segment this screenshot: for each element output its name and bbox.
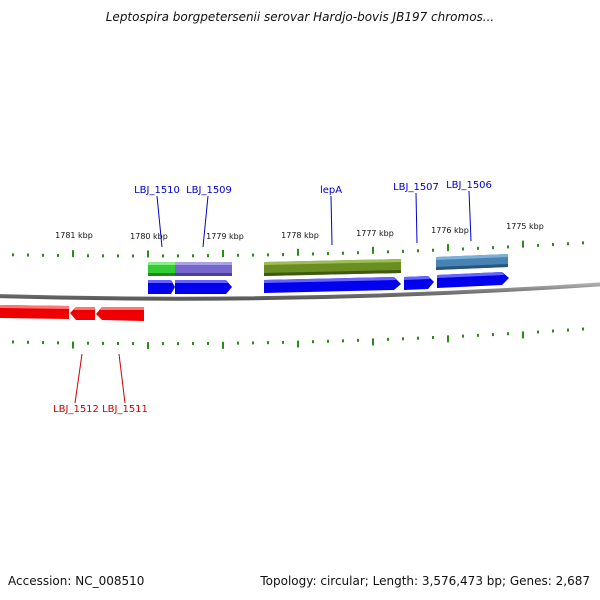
gene-label-lbj1512[interactable]: LBJ_1512 <box>53 404 99 415</box>
gene-arrow-lbj1511[interactable] <box>96 307 144 321</box>
leader-line <box>468 190 472 242</box>
gene-arrow-lbj1512[interactable] <box>70 307 95 320</box>
gene-arrow-lbj1509[interactable] <box>175 280 232 294</box>
gene-label-lbj1509[interactable]: LBJ_1509 <box>186 185 232 196</box>
scale-ticks-top <box>12 240 584 258</box>
gene-label-lbj1511[interactable]: LBJ_1511 <box>102 404 148 415</box>
scale-label: 1778 kbp <box>281 231 319 240</box>
feature-bar-lbj1509[interactable] <box>175 262 232 276</box>
scale-label: 1780 kbp <box>130 232 168 241</box>
chromosome-backbone <box>0 282 600 301</box>
gene-label-lbj1507[interactable]: LBJ_1507 <box>393 182 439 193</box>
scale-label: 1779 kbp <box>206 232 244 241</box>
leader-line <box>415 192 418 244</box>
gene-label-lbj1506[interactable]: LBJ_1506 <box>446 180 492 191</box>
leader-line <box>202 195 209 248</box>
gene-arrow-lbj1513[interactable] <box>0 305 69 319</box>
scale-label: 1775 kbp <box>506 222 544 231</box>
gene-arrow-lepa[interactable] <box>264 277 401 293</box>
feature-bar-lbj1510[interactable] <box>148 262 175 276</box>
scale-ticks-bottom <box>12 327 584 350</box>
scale-label: 1776 kbp <box>431 226 469 235</box>
leader-line <box>118 353 126 404</box>
gene-arrow-lbj1507[interactable] <box>404 276 434 290</box>
feature-bar-lepa[interactable] <box>264 259 401 276</box>
gene-label-lbj1510[interactable]: LBJ_1510 <box>134 185 180 196</box>
feature-bar-lbj1506[interactable] <box>436 254 508 270</box>
gene-arrow-lbj1506[interactable] <box>437 272 509 288</box>
scale-label: 1781 kbp <box>55 231 93 240</box>
accession-text: Accession: NC_008510 <box>8 574 145 588</box>
leader-line <box>74 353 83 404</box>
leader-line <box>330 195 333 246</box>
leader-line <box>156 195 163 248</box>
gene-label-lepa[interactable]: lepA <box>320 185 342 196</box>
map-title: Leptospira borgpetersenii serovar Hardjo… <box>105 10 495 24</box>
genome-summary-text: Topology: circular; Length: 3,576,473 bp… <box>260 574 590 588</box>
gene-arrow-lbj1510[interactable] <box>148 280 175 294</box>
scale-label: 1777 kbp <box>356 229 394 238</box>
